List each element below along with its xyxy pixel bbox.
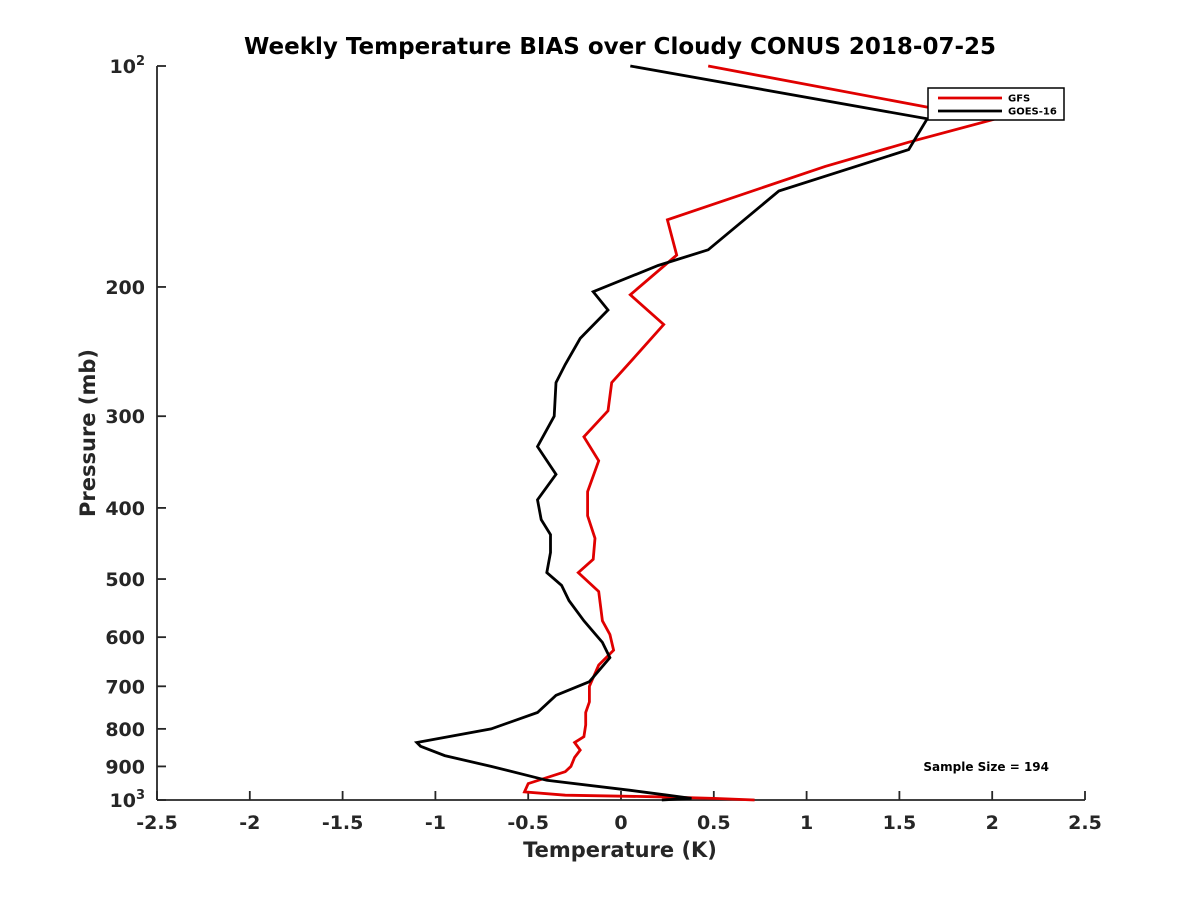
y-tick-label-bottom-base: 10 (110, 790, 136, 812)
sample-size-annotation: Sample Size = 194 (923, 760, 1049, 774)
x-tick-label: 2 (986, 812, 999, 834)
x-tick-label: -2.5 (136, 812, 178, 834)
y-tick-label-bottom-exponent: 3 (136, 788, 145, 803)
legend: GFS GOES-16 (927, 87, 1065, 121)
x-tick-label: -1 (425, 812, 446, 834)
x-tick-label: 2.5 (1068, 812, 1102, 834)
x-tick-label: 0.5 (697, 812, 731, 834)
y-tick-label-top-exponent: 2 (136, 54, 145, 69)
y-tick-label: 700 (105, 676, 145, 698)
x-tick-label: -0.5 (507, 812, 549, 834)
legend-box (927, 87, 1065, 121)
chart-title: Weekly Temperature BIAS over Cloudy CONU… (244, 34, 996, 60)
y-tick-label: 500 (105, 569, 145, 591)
x-tick-label: -2 (239, 812, 260, 834)
y-tick-label-top: 102 (110, 54, 146, 78)
y-tick-label-top-base: 10 (110, 56, 136, 78)
axes: -2.5 -2 -1.5 -1 -0.5 0 0.5 1 1.5 2 2.5 200 300 400 500… (105, 54, 1102, 834)
series-line-goes-16 (413, 64, 930, 802)
y-tick-label: 300 (105, 406, 145, 428)
y-tick-label: 900 (105, 756, 145, 778)
x-tick-label: 1.5 (883, 812, 917, 834)
y-tick-label: 200 (105, 277, 145, 299)
x-tick-label: -1.5 (322, 812, 364, 834)
y-axis-label: Pressure (mb) (76, 349, 100, 517)
y-tick-label: 400 (105, 498, 145, 520)
x-tick-label: 0 (614, 812, 627, 834)
x-axis-label: Temperature (K) (523, 838, 717, 862)
x-tick-label: 1 (800, 812, 813, 834)
series-lines (413, 64, 997, 802)
series-line-gfs (522, 64, 997, 802)
y-tick-label: 800 (105, 719, 145, 741)
legend-label-goes-16: GOES-16 (1008, 107, 1057, 118)
y-tick-label-bottom: 103 (110, 788, 146, 812)
legend-label-gfs: GFS (1008, 94, 1030, 105)
y-tick-label: 600 (105, 627, 145, 649)
